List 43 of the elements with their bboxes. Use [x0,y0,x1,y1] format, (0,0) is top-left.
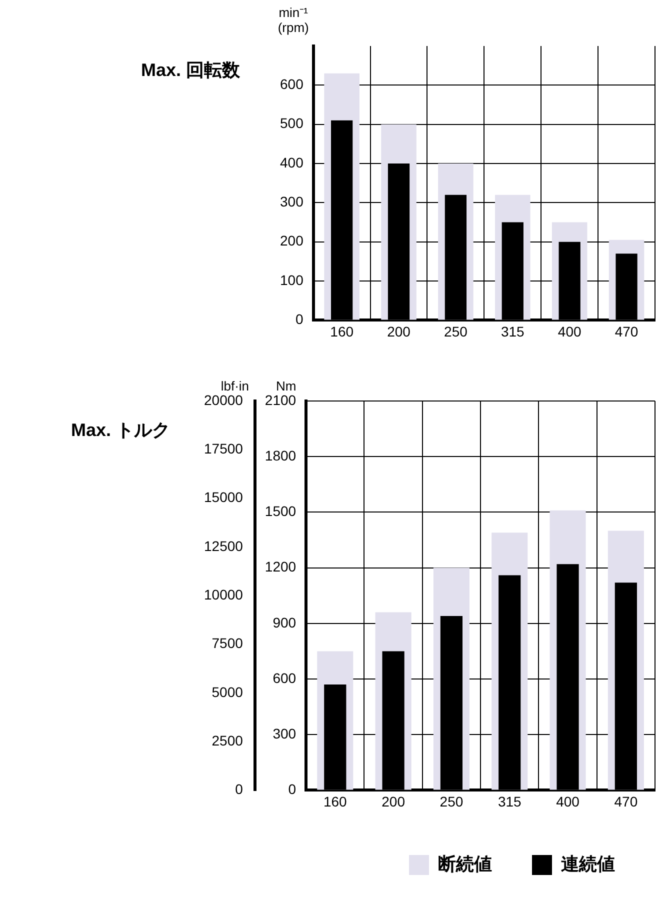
y2-tick-label: 2500 [212,732,244,748]
y-tick-label: 1200 [264,558,296,575]
x-tick-label: 315 [498,793,522,810]
x-tick-label: 315 [500,323,525,340]
legend-label: 連続値 [561,854,615,874]
y-tick-label: 600 [272,670,296,686]
x-tick-label: 200 [382,793,406,810]
y-axis-title: min⁻¹ (rpm) [278,5,309,35]
y-tick-label: 0 [288,781,296,798]
legend-label: 断続値 [438,854,492,874]
y-tick-label: 300 [272,725,296,742]
text: Max. 回転数 [140,60,241,80]
x-tick-label: 160 [323,793,348,810]
y-tick-label: 2100 [264,392,296,408]
x-tick-label: 160 [330,323,354,340]
x-tick-label: 470 [614,323,638,340]
y2-axis-title: lbf·in [220,378,250,394]
y2-tick-label: 20000 [204,392,244,408]
x-tick-label: 400 [558,323,582,340]
y-tick-label: 600 [280,76,304,92]
x-tick-label: 400 [556,793,580,810]
y-tick-label: 1800 [264,447,296,464]
y-tick-label: 400 [280,154,304,170]
x-tick-label: 200 [387,323,411,340]
y2-tick-label: 10000 [204,586,244,602]
y-tick-label: 1500 [264,503,296,520]
x-tick-label: 250 [440,793,464,810]
x-tick-label: 470 [614,793,638,810]
x-tick-label: 250 [444,323,468,340]
y2-tick-label: 0 [235,781,244,798]
y2-tick-label: 7500 [212,635,244,652]
y-tick-label: 900 [272,614,296,630]
text: Max. トルク [70,420,170,440]
y2-tick-label: 15000 [204,489,244,506]
y-tick-label: 300 [280,194,304,210]
y2-tick-label: 5000 [212,684,244,700]
y-axis-title: Nm [276,378,296,394]
y-tick-label: 0 [296,311,304,328]
y-tick-label: 500 [280,115,304,132]
y-tick-label: 100 [280,272,304,288]
y2-tick-label: 17500 [204,440,244,457]
y2-tick-label: 12500 [204,538,244,554]
y-tick-label: 200 [280,232,304,249]
